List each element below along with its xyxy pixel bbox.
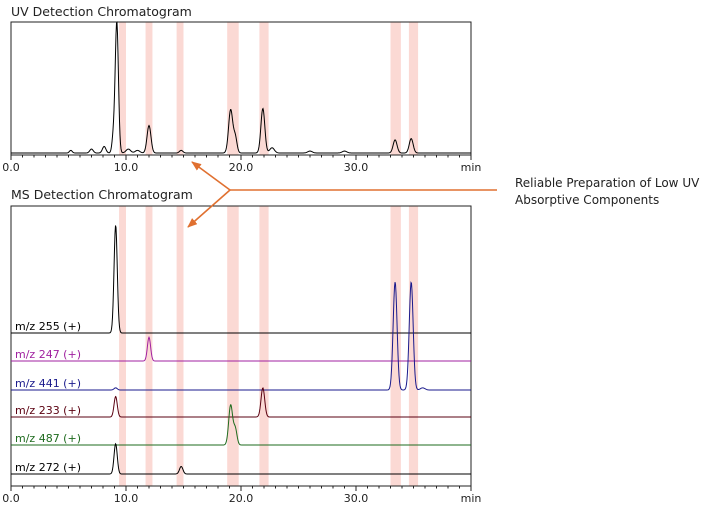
ms-trace-line [11, 442, 471, 475]
uv-highlight-bands [119, 22, 419, 155]
annotation-line-1: Reliable Preparation of Low UV [515, 176, 700, 190]
annotation-arrow-ms [187, 189, 231, 228]
uv-highlight-band [227, 22, 239, 155]
ms-tick-label: 10.0 [114, 492, 139, 505]
ms-trace-label: m/z 272 (+) [15, 461, 81, 474]
uv-highlight-band [259, 22, 269, 155]
ms-highlight-band [145, 206, 153, 486]
ms-tick-label: 20.0 [229, 492, 254, 505]
uv-tick-label: 30.0 [344, 161, 369, 174]
ms-highlight-bands [119, 206, 419, 486]
ms-highlight-band [259, 206, 269, 486]
ms-trace-label: m/z 441 (+) [15, 377, 81, 390]
uv-x-axis: 0.0 10.0 20.0 30.0 min [2, 155, 481, 174]
annotation-arrow-uv [191, 161, 231, 191]
ms-trace-line [11, 225, 471, 334]
uv-traces [11, 21, 471, 154]
uv-chart-title: UV Detection Chromatogram [11, 4, 192, 19]
ms-trace-label: m/z 247 (+) [15, 348, 81, 361]
ms-highlight-band [176, 206, 184, 486]
ms-x-axis: 0.0 10.0 20.0 30.0 min [2, 486, 481, 505]
uv-highlight-band [145, 22, 153, 155]
uv-highlight-band [119, 22, 126, 155]
ms-chart-title: MS Detection Chromatogram [11, 187, 193, 202]
annotation: Reliable Preparation of Low UV Absorptiv… [187, 161, 700, 228]
ms-trace-label: m/z 487 (+) [15, 432, 81, 445]
ms-highlight-band [227, 206, 239, 486]
uv-highlight-band [176, 22, 184, 155]
ms-trace-label: m/z 255 (+) [15, 320, 81, 333]
uv-axis-unit-label: min [461, 161, 482, 174]
ms-trace-line [11, 281, 471, 391]
ms-trace-line [11, 336, 471, 362]
ms-traces: m/z 255 (+) m/z 247 (+) m/z 441 (+) m/z 233… [11, 225, 471, 475]
ms-tick-label: 30.0 [344, 492, 369, 505]
ms-axis-unit-label: min [461, 492, 482, 505]
annotation-line-2: Absorptive Components [515, 193, 659, 207]
uv-tick-label: 10.0 [114, 161, 139, 174]
ms-trace-line [11, 404, 471, 446]
ms-trace-line [11, 387, 471, 418]
uv-chart: UV Detection Chromatogram 0.0 10.0 20.0 30.… [2, 4, 481, 174]
uv-tick-label: 20.0 [229, 161, 254, 174]
ms-trace-label: m/z 233 (+) [15, 404, 81, 417]
ms-tick-label: 0.0 [2, 492, 20, 505]
uv-trace-line [11, 21, 471, 154]
uv-highlight-band [390, 22, 401, 155]
ms-chart: MS Detection Chromatogram m/z 255 (+)m/z… [2, 187, 481, 505]
uv-highlight-band [408, 22, 419, 155]
uv-tick-label: 0.0 [2, 161, 20, 174]
uv-plot-frame [10, 21, 472, 156]
ms-highlight-band [390, 206, 401, 486]
ms-highlight-band [119, 206, 126, 486]
